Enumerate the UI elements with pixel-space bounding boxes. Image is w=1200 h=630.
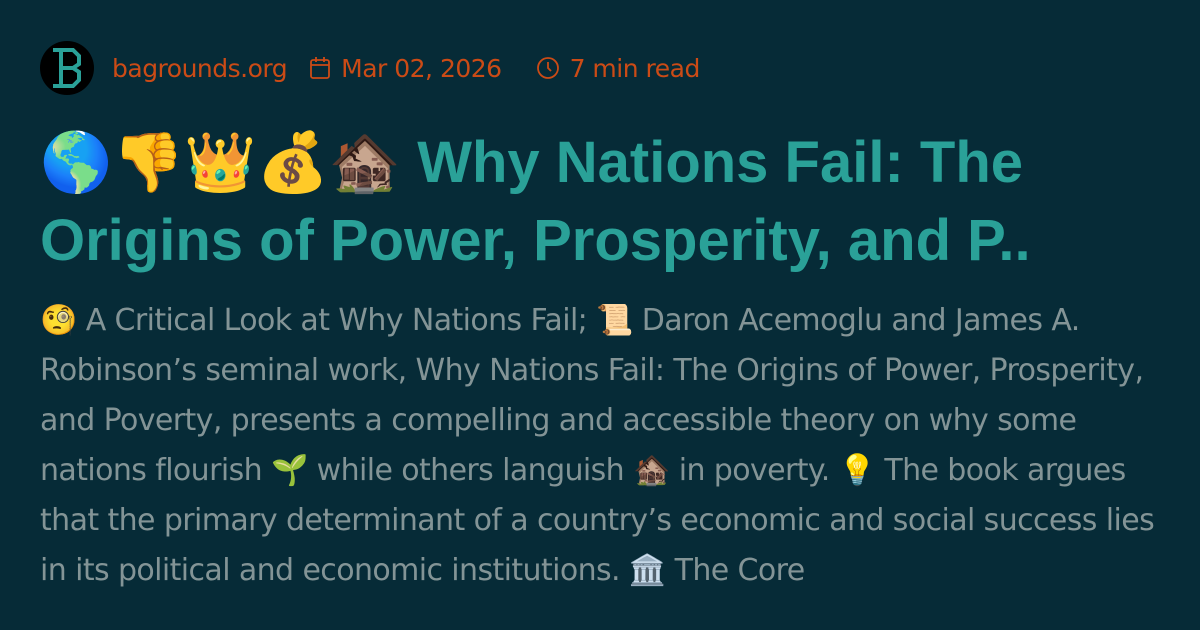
post-description: 🧐 A Critical Look at Why Nations Fail; 📜… bbox=[40, 303, 1155, 588]
logo-b-icon bbox=[53, 48, 81, 88]
post-date: Mar 02, 2026 bbox=[341, 53, 502, 83]
calendar-icon bbox=[309, 56, 331, 80]
clock-icon bbox=[536, 56, 560, 80]
read-time: 7 min read bbox=[569, 53, 701, 83]
site-name[interactable]: bagrounds.org bbox=[112, 53, 288, 83]
post-meta: bagrounds.org Mar 02, 2026 7 min read bbox=[40, 40, 700, 96]
post-title[interactable]: 🌎👎👑💰🏚️ Why Nations Fail: The Origins of … bbox=[40, 130, 1031, 273]
site-logo[interactable] bbox=[40, 41, 94, 95]
